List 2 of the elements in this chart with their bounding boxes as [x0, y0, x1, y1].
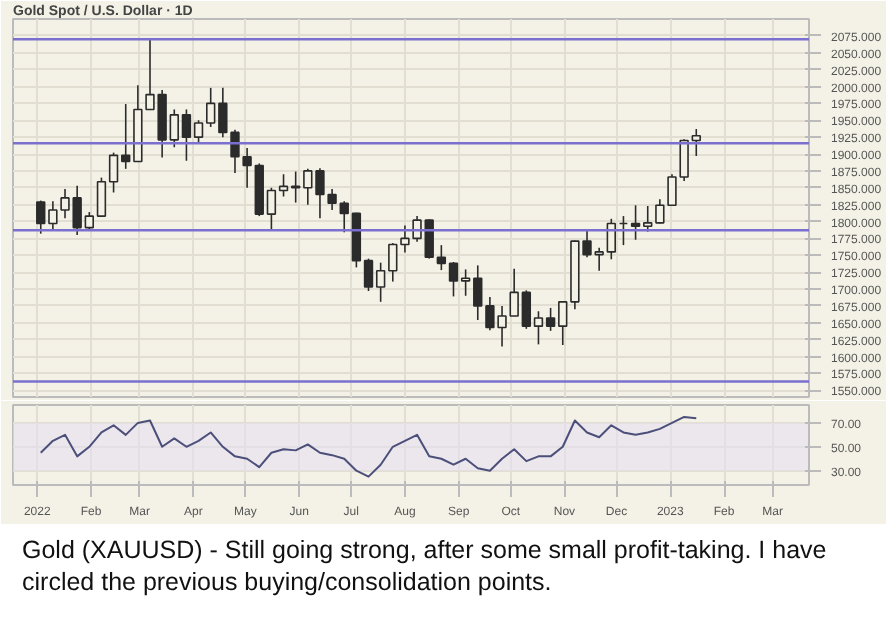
text: Gold (XAUUSD) - Still going strong, after some small profit-taking. I have circled the previous buying/consolidation points.	[22, 534, 829, 599]
line-series	[39, 415, 698, 478]
